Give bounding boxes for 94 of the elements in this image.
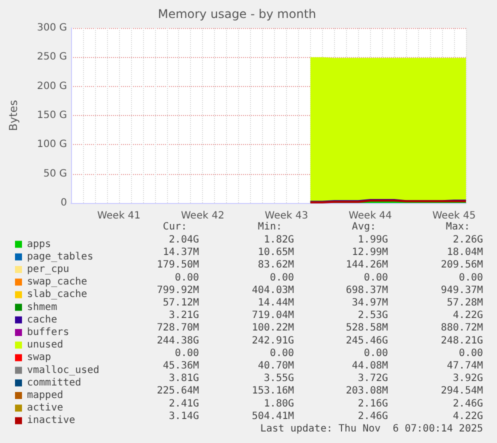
text: 34.97M (352, 298, 388, 308)
text: 209.56M (440, 260, 484, 271)
text: 244.38G (156, 335, 200, 346)
x-tick-label: Week 41 (97, 210, 141, 222)
text: 2.53G (358, 310, 388, 322)
text: 719.04M (252, 310, 294, 322)
text: 0.00 (174, 272, 200, 284)
text: 144.26M (346, 260, 388, 271)
legend-label: unused (27, 340, 64, 351)
text: 4.22G (452, 310, 484, 322)
text: 153.16M (252, 386, 294, 397)
text: 203.08M (346, 386, 388, 397)
text: 2.26G (452, 234, 484, 246)
text: 245.46G (346, 335, 388, 346)
text: 2.41G (168, 398, 200, 410)
text: 18.04M (446, 247, 483, 258)
text: 45.36M (162, 360, 199, 372)
legend-label: active (27, 402, 64, 414)
text: 3.14G (168, 410, 200, 422)
text: 57.12M (162, 298, 199, 308)
text: 0.00 (270, 348, 294, 359)
text: 3.72G (358, 373, 388, 384)
text: 4.22G (452, 410, 484, 422)
text: 2.16G (358, 398, 388, 410)
text: Min: (258, 222, 282, 232)
text: 728.70M (156, 322, 200, 334)
text: Avg: (352, 222, 376, 232)
text: 1.82G (264, 234, 294, 246)
text: 3.55G (264, 373, 294, 384)
text: 47.74M (446, 360, 483, 372)
text: 12.99M (352, 247, 388, 258)
text: 504.41M (252, 410, 294, 422)
legend-label: buffers (27, 327, 70, 338)
y-tick-label: 50 G (43, 168, 67, 180)
y-tick-label: 0 (60, 198, 67, 208)
text: 528.58M (346, 322, 388, 334)
text: 294.54M (440, 386, 484, 397)
x-tick-label: Week 44 (348, 210, 392, 222)
y-axis-title: Bytes (7, 100, 20, 131)
text: Cur: (162, 222, 188, 232)
legend-label: vmalloc_used (27, 364, 100, 376)
legend-label: per_cpu (27, 264, 70, 275)
text: 1.80G (264, 398, 294, 410)
text: 799.92M (156, 284, 200, 296)
text: 404.03M (252, 284, 294, 296)
legend-label: swap (27, 352, 52, 364)
text: 2.46G (358, 410, 388, 422)
y-tick-label: 150 G (36, 110, 67, 121)
text: 880.72M (440, 322, 484, 334)
text: 0.00 (364, 348, 388, 359)
legend-label: swap_cache (27, 276, 88, 288)
text: 225.64M (156, 386, 200, 397)
text: Max: (446, 222, 470, 232)
legend-label: mapped (27, 390, 64, 401)
text: 698.37M (346, 284, 388, 296)
text: 14.37M (162, 247, 199, 258)
text: 0.00 (364, 272, 388, 284)
text: 10.65M (258, 247, 294, 258)
text: 179.50M (156, 260, 200, 271)
text: 949.37M (440, 284, 484, 296)
text: 14.44M (258, 298, 294, 308)
x-tick-label: Week 42 (181, 210, 224, 222)
legend-label: apps (27, 238, 52, 250)
text: 3.21G (168, 310, 200, 322)
legend-label: shmem (27, 302, 58, 313)
text: 44.08M (352, 360, 388, 372)
y-tick-label: 100 G (36, 139, 67, 150)
text: 0.00 (174, 348, 200, 359)
text: 83.62M (258, 260, 294, 271)
text: 0.00 (458, 348, 484, 359)
chart-title: Memory usage - by month (158, 7, 316, 21)
text: 0.00 (458, 272, 484, 284)
y-tick-label: 250 G (36, 52, 67, 63)
legend-label: inactive (27, 415, 76, 426)
text: 2.04G (168, 234, 200, 246)
text: 248.21G (440, 335, 484, 346)
legend-label: committed (27, 377, 82, 388)
x-tick-label: Week 43 (264, 210, 308, 222)
text: Last update: Thu Nov 6 07:00:14 2025 (260, 424, 484, 434)
text: 57.28M (446, 298, 483, 308)
text: 40.70M (258, 360, 294, 372)
y-tick-label: 300 G (36, 22, 67, 34)
text: 242.91G (252, 335, 294, 346)
legend-label: slab_cache (27, 289, 88, 300)
legend-label: cache (27, 314, 58, 326)
text: 3.92G (452, 373, 484, 384)
text: 1.99G (358, 234, 388, 246)
text: 100.22M (252, 322, 294, 334)
x-tick-label: Week 45 (432, 210, 476, 222)
text: 3.81G (168, 373, 200, 384)
text: 2.46G (452, 398, 484, 410)
text: 0.00 (270, 272, 294, 284)
y-tick-label: 200 G (36, 80, 67, 92)
legend-label: page_tables (27, 251, 94, 262)
